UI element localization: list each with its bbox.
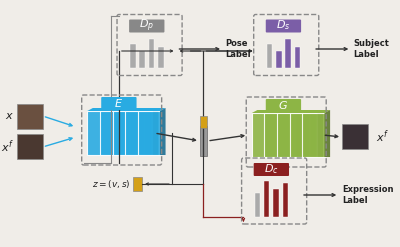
FancyBboxPatch shape [302,113,324,157]
Polygon shape [324,110,330,157]
Text: $D_c$: $D_c$ [264,162,279,176]
Polygon shape [296,110,302,157]
FancyBboxPatch shape [100,111,139,155]
FancyBboxPatch shape [133,177,142,191]
Text: Subject
Label: Subject Label [353,39,389,59]
FancyBboxPatch shape [139,51,145,68]
FancyBboxPatch shape [264,113,303,157]
FancyBboxPatch shape [267,44,272,68]
FancyBboxPatch shape [282,183,288,217]
FancyBboxPatch shape [17,134,43,159]
Text: $E$: $E$ [114,97,123,109]
Polygon shape [139,108,144,155]
Text: $D_p$: $D_p$ [139,17,154,34]
Text: $z{=}(v, s)$: $z{=}(v, s)$ [92,178,131,190]
FancyBboxPatch shape [129,20,164,33]
FancyBboxPatch shape [266,99,301,112]
Polygon shape [318,110,323,157]
FancyBboxPatch shape [17,104,43,129]
FancyBboxPatch shape [266,20,301,33]
FancyBboxPatch shape [101,97,136,110]
FancyBboxPatch shape [138,111,160,155]
FancyBboxPatch shape [294,47,300,68]
FancyBboxPatch shape [125,111,153,155]
FancyBboxPatch shape [200,126,207,156]
Polygon shape [138,108,166,111]
FancyBboxPatch shape [285,39,291,68]
FancyBboxPatch shape [158,47,164,68]
FancyBboxPatch shape [149,39,154,68]
Text: $x^f$: $x^f$ [376,129,390,145]
FancyBboxPatch shape [342,124,368,149]
Text: Expression
Label: Expression Label [342,185,394,205]
Polygon shape [277,110,316,113]
Polygon shape [252,110,302,113]
FancyBboxPatch shape [264,181,270,217]
Polygon shape [87,108,137,111]
FancyBboxPatch shape [290,113,318,157]
Text: $x^f$: $x^f$ [1,139,14,155]
FancyBboxPatch shape [277,113,310,157]
Polygon shape [153,108,158,155]
Polygon shape [303,110,309,157]
FancyBboxPatch shape [252,113,296,157]
Polygon shape [125,108,158,111]
Polygon shape [290,110,323,113]
FancyBboxPatch shape [200,116,207,128]
Polygon shape [132,108,137,155]
Polygon shape [302,110,330,113]
Polygon shape [112,108,151,111]
FancyBboxPatch shape [254,163,289,176]
Text: $D_s$: $D_s$ [276,19,291,32]
FancyBboxPatch shape [87,111,132,155]
FancyBboxPatch shape [112,111,146,155]
FancyBboxPatch shape [276,51,282,68]
Polygon shape [310,110,316,157]
Polygon shape [264,110,309,113]
Polygon shape [100,108,144,111]
FancyBboxPatch shape [255,193,260,217]
FancyBboxPatch shape [273,189,279,217]
Text: $x$: $x$ [5,111,14,121]
Text: Pose
Label: Pose Label [225,39,250,59]
Polygon shape [160,108,166,155]
Text: $G$: $G$ [278,99,288,111]
FancyBboxPatch shape [130,44,136,68]
Polygon shape [146,108,151,155]
